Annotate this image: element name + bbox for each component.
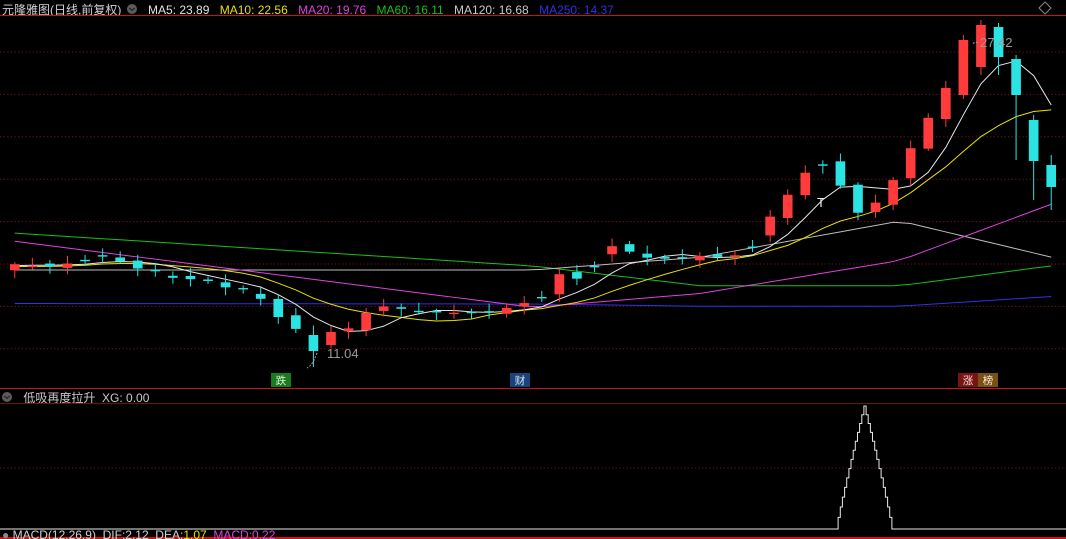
svg-text:财: 财	[515, 374, 526, 387]
svg-text:跌: 跌	[276, 374, 287, 387]
svg-text:T: T	[817, 195, 825, 210]
svg-text:榜: 榜	[983, 374, 994, 387]
svg-text:11.04: 11.04	[327, 346, 359, 361]
svg-text:涨: 涨	[963, 375, 974, 387]
svg-text:27.42: 27.42	[980, 35, 1013, 50]
